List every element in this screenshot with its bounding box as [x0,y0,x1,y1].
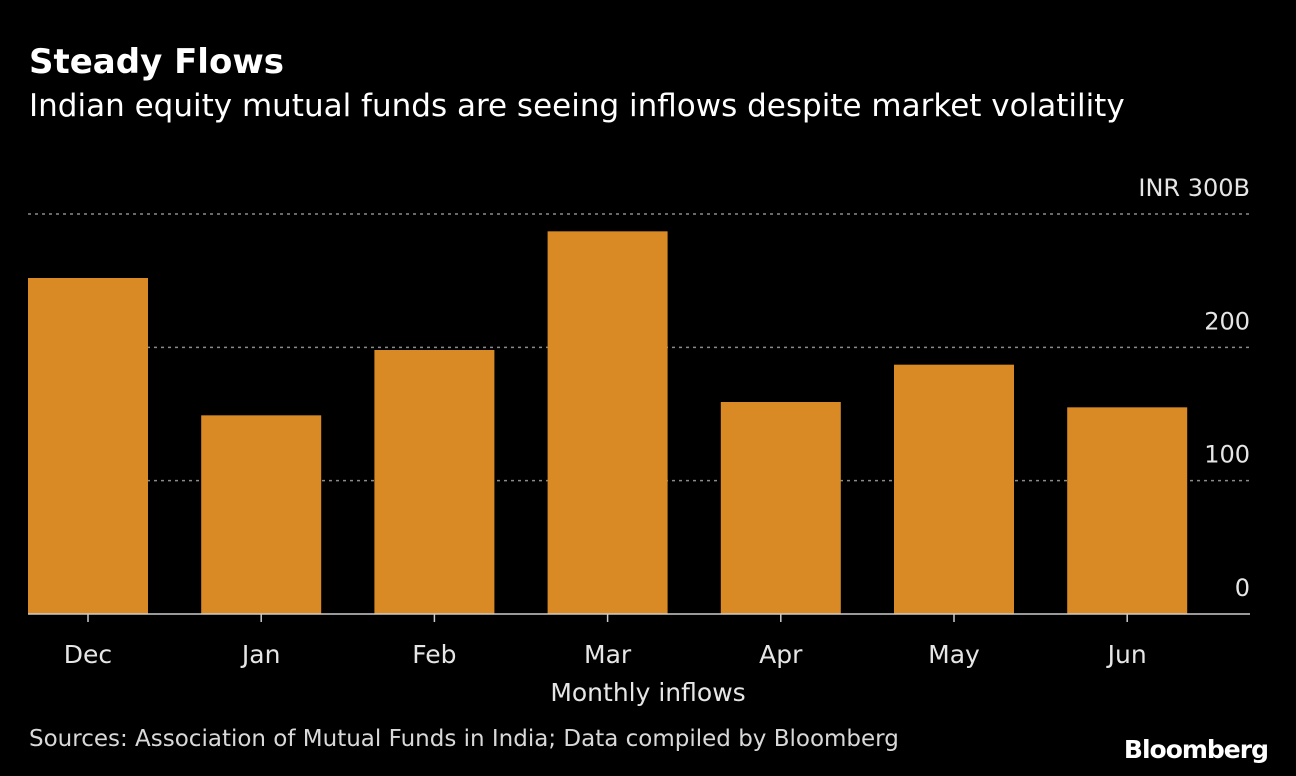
x-tick-label: Apr [759,640,803,669]
bar-may [894,364,1014,614]
y-tick-label: 100 [1204,441,1250,469]
x-tick-label: Jun [1106,640,1147,669]
bar-mar [547,231,668,615]
x-axis [28,613,1250,622]
bloomberg-logo: Bloomberg [1123,735,1269,764]
x-axis-title: Monthly inflows [550,678,745,707]
x-tick-label: Mar [584,640,632,669]
chart-title: Steady Flows [29,42,284,82]
bar-jan [201,415,322,614]
bar-dec [28,278,148,614]
chart-subtitle: Indian equity mutual funds are seeing in… [29,88,1125,124]
bars [28,231,1188,615]
x-tick-label: May [928,640,980,669]
x-tick-label: Feb [412,640,456,669]
y-tick-labels: 0 100 200 INR 300B [1138,174,1250,602]
bar-feb [374,350,495,614]
x-tick-labels: Dec Jan Feb Mar Apr May Jun [64,640,1147,669]
x-tick-label: Jan [240,640,281,669]
x-tick-label: Dec [64,640,112,669]
y-tick-label: INR 300B [1138,174,1250,202]
y-tick-label: 200 [1204,307,1250,335]
bar-jun [1067,407,1188,614]
bar-apr [720,402,841,614]
y-tick-label: 0 [1235,574,1250,602]
source-note: Sources: Association of Mutual Funds in … [29,726,899,752]
